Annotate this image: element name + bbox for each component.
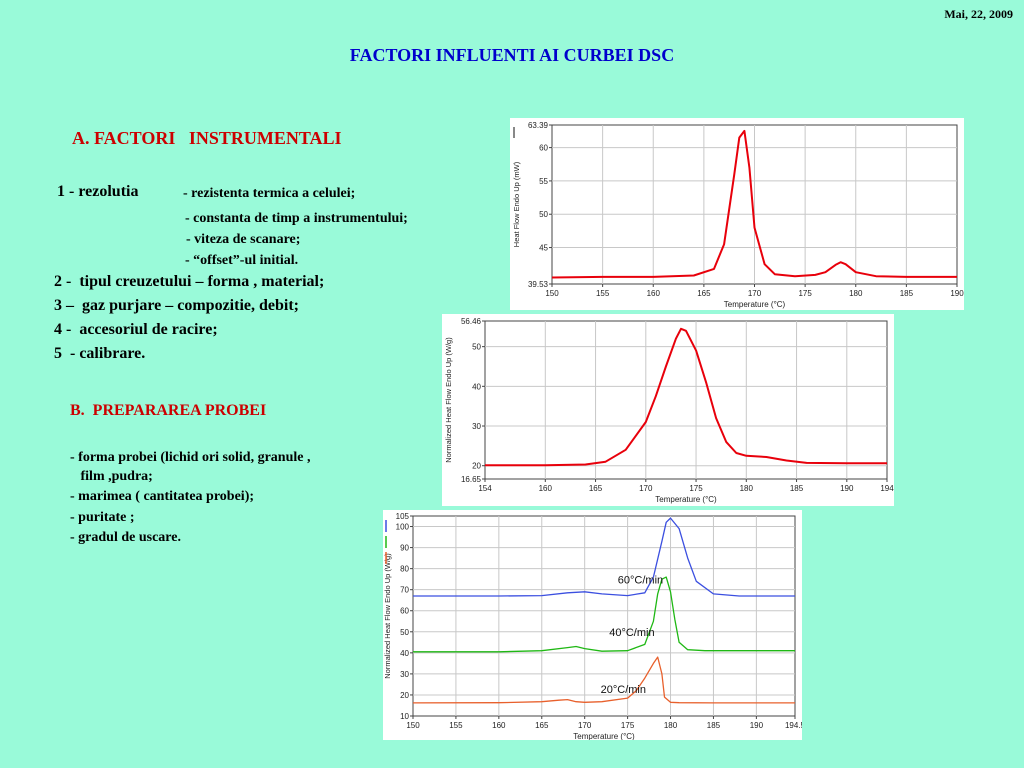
chart3-y-tick-label: 60: [400, 607, 409, 616]
dsc-chart-3: 150 155 160 165 170 175 180 185 190 194.5 10 20 30 40…: [383, 510, 802, 740]
dsc-chart-1: 150 155 160 165 170 175 180 185 190 39.53 45 50 55 60…: [510, 118, 964, 310]
chart3-x-tick-label: 160: [492, 721, 506, 730]
chart2-x-tick-label: 185: [790, 484, 804, 493]
chart2-y-axis-label: Normalized Heat Flow Endo Up (W/g): [444, 337, 453, 463]
chart1-x-tick-label: 180: [849, 289, 863, 298]
chart2-y-tick-label: 56.46: [461, 317, 482, 326]
chart3-plot-area: [412, 515, 796, 717]
chart3-x-tick-label: 175: [621, 721, 635, 730]
item1-sub-4: - “offset”-ul initial.: [185, 253, 299, 268]
chart1-x-tick-label: 155: [596, 289, 610, 298]
chart3-y-tick-label: 70: [400, 586, 409, 595]
chart2-x-tick-label: 154: [478, 484, 492, 493]
chart3-y-tick-label: 105: [396, 512, 410, 521]
chart1-x-tick-label: 185: [900, 289, 914, 298]
chart2-x-tick-label: 175: [689, 484, 703, 493]
chart1-y-axis-label: Heat Flow Endo Up (mW): [512, 161, 521, 247]
chart3-x-tick-label: 155: [449, 721, 463, 730]
chart3-series-line-2: [413, 576, 795, 653]
chart1-y-tick-label: 55: [539, 177, 548, 186]
chart3-x-tick-label: 194.5: [785, 721, 802, 730]
chart2-x-tick-label: 190: [840, 484, 854, 493]
item1-sub-3: - viteza de scanare;: [186, 232, 301, 247]
chart1-y-tick-label: 60: [539, 144, 548, 153]
chart2-plot-area: [484, 320, 888, 480]
chart2-y-tick-label: 16.65: [461, 475, 482, 484]
chart1-y-tick-label: 50: [539, 210, 548, 219]
chart3-x-tick-label: 150: [406, 721, 420, 730]
chart3-x-tick-label: 190: [750, 721, 764, 730]
section-b-heading: B. PREPARAREA PROBEI: [70, 402, 267, 419]
chart3-y-tick-label: 10: [400, 712, 409, 721]
chart3-y-tick-label: 30: [400, 670, 409, 679]
chart1-y-tick-label: 39.53: [528, 280, 549, 289]
section-b-item-4: - puritate ;: [70, 510, 135, 525]
dsc-chart-1-svg: 150 155 160 165 170 175 180 185 190 39.53 45 50 55 60…: [512, 121, 964, 309]
chart2-x-tick-label: 160: [539, 484, 553, 493]
chart1-x-tick-label: 190: [950, 289, 964, 298]
chart2-y-tick-label: 20: [472, 462, 481, 471]
chart3-x-tick-label: 185: [707, 721, 721, 730]
chart2-x-tick-label: 165: [589, 484, 603, 493]
chart1-x-axis-label: Temperature (°C): [724, 300, 786, 309]
item5: 5 - calibrare.: [54, 345, 146, 362]
chart3-y-axis-label: Normalized Heat Flow Endo Up (W/g): [383, 553, 392, 679]
section-b-item-1: - forma probei (lichid ori solid, granul…: [70, 450, 311, 465]
chart3-annotation: 60°C/min: [618, 574, 663, 586]
chart3-y-tick-label: 80: [400, 565, 409, 574]
section-b-item-2: film ,pudra;: [70, 469, 153, 484]
chart3-x-tick-label: 180: [664, 721, 678, 730]
item1-label: 1 - rezolutia: [57, 183, 139, 200]
chart3-y-tick-label: 100: [396, 523, 410, 532]
chart2-y-tick-label: 50: [472, 343, 481, 352]
slide-date: Mai, 22, 2009: [944, 7, 1013, 21]
chart3-x-tick-label: 170: [578, 721, 592, 730]
chart1-series-line: [551, 129, 957, 279]
chart3-y-tick-label: 20: [400, 691, 409, 700]
chart1-x-tick-label: 175: [798, 289, 812, 298]
chart3-annotation: 40°C/min: [609, 627, 654, 639]
chart2-x-axis-label: Temperature (°C): [655, 495, 717, 504]
chart1-x-tick-label: 165: [697, 289, 711, 298]
chart2-y-tick-label: 40: [472, 382, 481, 391]
chart3-annotation: 20°C/min: [601, 684, 646, 696]
item1-sub-1: - rezistenta termica a celulei;: [183, 186, 356, 201]
chart2-x-tick-label: 194: [880, 484, 894, 493]
chart3-x-axis-label: Temperature (°C): [573, 732, 635, 740]
chart1-x-tick-label: 170: [748, 289, 762, 298]
dsc-chart-3-svg: 150 155 160 165 170 175 180 185 190 194.5 10 20 30 40…: [383, 512, 802, 740]
section-b-item-3: - marimea ( cantitatea probei);: [70, 489, 255, 504]
item2: 2 - tipul creuzetului – forma , material…: [54, 273, 325, 290]
dsc-chart-2: 154 160 165 170 175 180 185 190 194 16.65 20 30 40 50…: [442, 314, 894, 506]
item4: 4 - accesoriul de racire;: [54, 321, 218, 338]
chart3-y-tick-label: 90: [400, 544, 409, 553]
chart3-y-tick-label: 50: [400, 628, 409, 637]
section-b-item-5: - gradul de uscare.: [70, 530, 181, 545]
item1-sub-2: - constanta de timp a instrumentului;: [185, 211, 408, 226]
chart1-x-tick-label: 160: [647, 289, 661, 298]
item3: 3 – gaz purjare – compozitie, debit;: [54, 297, 299, 314]
chart2-x-tick-label: 170: [639, 484, 653, 493]
chart3-y-tick-label: 40: [400, 649, 409, 658]
section-a-heading: A. FACTORI INSTRUMENTALI: [72, 128, 342, 148]
dsc-chart-2-svg: 154 160 165 170 175 180 185 190 194 16.65 20 30 40 50…: [444, 317, 894, 504]
chart1-x-tick-label: 150: [545, 289, 559, 298]
chart2-x-tick-label: 180: [740, 484, 754, 493]
chart2-y-tick-label: 30: [472, 422, 481, 431]
chart3-x-tick-label: 165: [535, 721, 549, 730]
slide-title: FACTORI INFLUENTI AI CURBEI DSC: [349, 45, 675, 65]
chart3-series-line-1: [413, 517, 795, 597]
chart1-y-tick-label: 45: [539, 244, 548, 253]
chart3-series-line-3: [412, 656, 795, 704]
chart1-y-tick-label: 63.39: [528, 121, 549, 130]
chart2-series-line: [485, 327, 887, 467]
